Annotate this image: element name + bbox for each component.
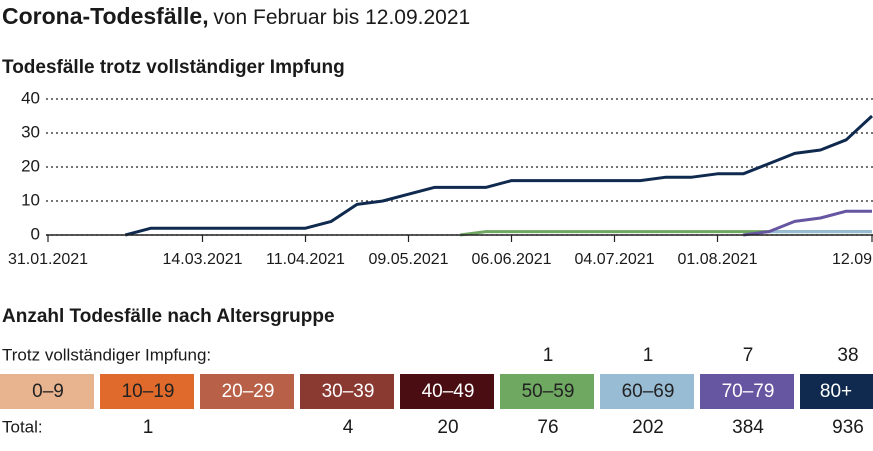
x-tick-label: 14.03.2021 xyxy=(162,251,242,268)
x-tick-label: 12.09.2021 xyxy=(832,251,873,268)
vaccinated-count: 7 xyxy=(743,345,754,366)
x-tick-label: 04.07.2021 xyxy=(574,251,654,268)
age-label: 40–49 xyxy=(422,381,475,402)
total-count: 1 xyxy=(143,417,154,438)
age-box xyxy=(500,374,594,409)
total-count: 936 xyxy=(832,417,864,438)
x-tick-label: 09.05.2021 xyxy=(368,251,448,268)
total-count: 384 xyxy=(732,417,764,438)
x-tick-label: 31.01.2021 xyxy=(8,251,88,268)
chart-title: Corona-Todesfälle, xyxy=(2,3,209,29)
total-count: 20 xyxy=(437,417,458,438)
y-tick-label: 40 xyxy=(21,88,40,107)
y-tick-label: 10 xyxy=(21,190,40,209)
table-title: Anzahl Todesfälle nach Altersgruppe xyxy=(2,306,335,327)
age-label: 30–39 xyxy=(322,381,375,402)
x-tick-label: 06.06.2021 xyxy=(471,251,551,268)
vaccinated-count: 1 xyxy=(643,345,654,366)
age-box xyxy=(100,374,194,409)
vaccinated-count: 1 xyxy=(543,345,554,366)
age-box xyxy=(0,374,94,409)
age-label: 10–19 xyxy=(122,381,175,402)
age-label: 70–79 xyxy=(722,381,775,402)
total-label: Total: xyxy=(2,417,43,436)
total-count: 4 xyxy=(343,417,354,438)
x-tick-label: 01.08.2021 xyxy=(677,251,757,268)
age-box xyxy=(800,374,873,409)
age-box xyxy=(700,374,794,409)
age-box xyxy=(400,374,494,409)
y-tick-label: 0 xyxy=(31,224,40,243)
chart-subtitle: von Februar bis 12.09.2021 xyxy=(213,6,470,29)
age-label: 60–69 xyxy=(622,381,675,402)
x-tick-label: 11.04.2021 xyxy=(266,251,345,268)
total-count: 202 xyxy=(632,417,664,438)
age-box xyxy=(200,374,294,409)
age-box xyxy=(300,374,394,409)
title-line: Corona-Todesfälle, von Februar bis 12.09… xyxy=(2,3,470,29)
vaccinated-count: 38 xyxy=(837,345,858,366)
y-tick-label: 30 xyxy=(21,122,40,141)
total-count: 76 xyxy=(537,417,558,438)
line-series xyxy=(743,209,872,237)
line-series xyxy=(124,114,873,237)
plot-title: Todesfälle trotz vollständiger Impfung xyxy=(2,57,345,78)
age-box xyxy=(600,374,694,409)
age-label: 80+ xyxy=(820,381,852,402)
age-label: 50–59 xyxy=(522,381,575,402)
y-tick-label: 20 xyxy=(21,156,40,175)
vaccinated-label: Trotz vollständiger Impfung: xyxy=(2,345,211,364)
age-label: 0–9 xyxy=(32,381,64,402)
age-label: 20–29 xyxy=(222,381,275,402)
